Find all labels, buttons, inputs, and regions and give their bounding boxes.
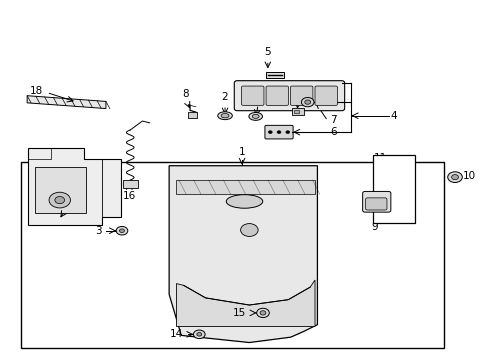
Circle shape	[256, 308, 269, 318]
FancyBboxPatch shape	[234, 81, 344, 111]
FancyBboxPatch shape	[241, 86, 264, 105]
Bar	[265, 72, 284, 78]
Circle shape	[304, 100, 310, 104]
Circle shape	[285, 131, 289, 134]
Ellipse shape	[221, 113, 228, 118]
Polygon shape	[176, 180, 314, 194]
Text: 11: 11	[373, 153, 386, 163]
Circle shape	[55, 197, 64, 204]
Text: 17: 17	[57, 199, 70, 208]
Polygon shape	[169, 166, 317, 342]
FancyBboxPatch shape	[365, 198, 386, 210]
Text: 7: 7	[329, 115, 336, 125]
Circle shape	[240, 224, 258, 237]
FancyBboxPatch shape	[265, 86, 288, 105]
Circle shape	[268, 131, 272, 134]
Circle shape	[277, 131, 281, 134]
Polygon shape	[176, 280, 314, 327]
Text: 9: 9	[371, 222, 377, 232]
Bar	[122, 180, 137, 188]
Ellipse shape	[252, 114, 259, 118]
Text: 15: 15	[233, 308, 246, 318]
Circle shape	[447, 172, 461, 183]
Circle shape	[451, 175, 458, 180]
Circle shape	[116, 226, 127, 235]
Text: 5: 5	[264, 48, 271, 58]
Bar	[293, 110, 298, 113]
Bar	[187, 112, 197, 118]
Ellipse shape	[226, 195, 262, 208]
Circle shape	[301, 98, 313, 107]
FancyBboxPatch shape	[264, 125, 292, 139]
Text: 12: 12	[249, 91, 263, 102]
Text: 6: 6	[329, 127, 336, 137]
Text: 13: 13	[290, 90, 303, 100]
Circle shape	[119, 229, 124, 233]
Text: 2: 2	[221, 92, 228, 102]
Text: 1: 1	[238, 148, 245, 157]
Bar	[35, 167, 86, 213]
Ellipse shape	[217, 112, 232, 120]
Text: 4: 4	[389, 111, 396, 121]
Polygon shape	[28, 148, 120, 225]
Polygon shape	[27, 96, 106, 109]
Circle shape	[260, 311, 265, 315]
Circle shape	[193, 330, 204, 339]
Circle shape	[197, 333, 201, 336]
FancyBboxPatch shape	[314, 86, 337, 105]
Ellipse shape	[248, 112, 262, 120]
Circle shape	[49, 192, 70, 208]
Text: 3: 3	[95, 226, 102, 236]
Text: 14: 14	[170, 329, 183, 339]
Bar	[372, 155, 414, 223]
Bar	[21, 162, 443, 348]
Text: 16: 16	[122, 192, 136, 202]
Text: 18: 18	[29, 86, 42, 96]
Bar	[291, 108, 304, 114]
FancyBboxPatch shape	[290, 86, 312, 105]
FancyBboxPatch shape	[362, 192, 390, 212]
Text: 10: 10	[462, 171, 475, 181]
Text: 8: 8	[182, 89, 188, 99]
